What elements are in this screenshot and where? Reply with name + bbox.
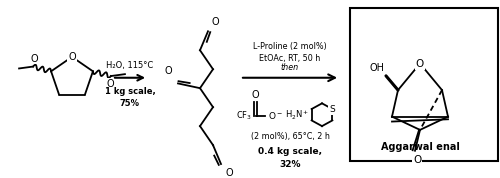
Text: H₂O, 115°C: H₂O, 115°C	[106, 61, 154, 70]
Text: 32%: 32%	[279, 160, 301, 169]
Text: S: S	[330, 104, 336, 114]
Text: O: O	[106, 79, 114, 89]
Text: 1 kg scale,: 1 kg scale,	[104, 87, 156, 96]
Text: EtOAc, RT, 50 h: EtOAc, RT, 50 h	[260, 54, 320, 63]
Text: Aggarwal enal: Aggarwal enal	[380, 142, 460, 152]
Text: O$^-$: O$^-$	[268, 110, 283, 121]
Text: O: O	[30, 54, 38, 64]
Text: OH: OH	[369, 63, 384, 73]
Text: O: O	[68, 52, 76, 62]
Text: O: O	[212, 17, 220, 27]
Text: (2 mol%), 65°C, 2 h: (2 mol%), 65°C, 2 h	[250, 132, 330, 141]
Text: O: O	[251, 90, 259, 100]
Text: L-Proline (2 mol%): L-Proline (2 mol%)	[253, 42, 327, 51]
Text: 0.4 kg scale,: 0.4 kg scale,	[258, 147, 322, 156]
Text: O: O	[225, 168, 232, 178]
Text: O: O	[416, 59, 424, 69]
Text: 75%: 75%	[120, 99, 140, 108]
Bar	[350, 8, 498, 161]
Text: CF$_3$: CF$_3$	[236, 109, 252, 122]
Text: then: then	[281, 63, 299, 72]
Text: O: O	[413, 156, 421, 166]
Text: O: O	[164, 66, 172, 76]
Text: H$_2$N$^+$: H$_2$N$^+$	[285, 109, 310, 122]
